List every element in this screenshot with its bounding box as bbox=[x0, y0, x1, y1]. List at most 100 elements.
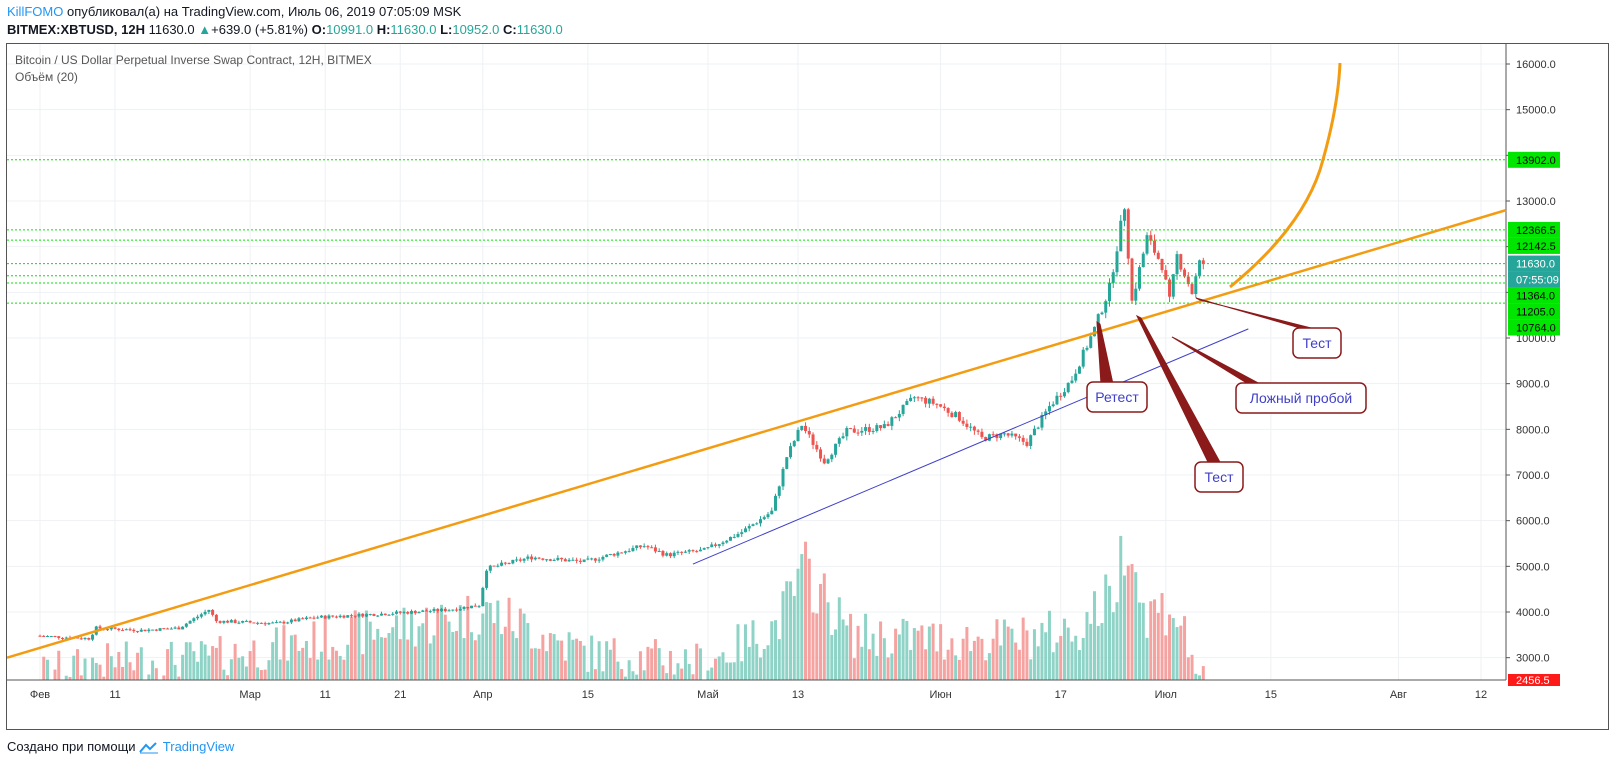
price-axis: 3000.0 4000.0 5000.0 6000.0 7000.0 8000.0 9000… bbox=[1505, 44, 1560, 687]
volume-bar bbox=[800, 554, 804, 680]
candle bbox=[1145, 232, 1149, 256]
volume-bar bbox=[556, 640, 560, 680]
candle-body bbox=[683, 551, 687, 553]
volume-last-label: 2456.5 bbox=[1508, 674, 1560, 687]
candle-body bbox=[725, 540, 729, 543]
candle bbox=[49, 635, 53, 638]
candle bbox=[274, 620, 278, 624]
candle-body bbox=[770, 510, 774, 515]
volume-bar bbox=[455, 630, 459, 680]
volume-bar bbox=[668, 650, 672, 680]
volume-bar bbox=[1141, 602, 1145, 680]
candle bbox=[571, 557, 575, 561]
volume-bar bbox=[916, 630, 920, 680]
volume-bar bbox=[199, 641, 203, 680]
candle bbox=[1138, 265, 1142, 291]
candle bbox=[470, 605, 474, 609]
candle bbox=[353, 615, 357, 619]
volume-bar bbox=[229, 659, 233, 680]
candle-body bbox=[252, 622, 256, 624]
volume-bar bbox=[920, 625, 924, 680]
candle bbox=[732, 533, 736, 539]
candle-body bbox=[860, 430, 864, 433]
candle-body bbox=[706, 547, 710, 549]
volume-bar bbox=[826, 602, 830, 680]
price-tick-label: 9000.0 bbox=[1516, 379, 1550, 391]
candle-body bbox=[751, 524, 755, 526]
candle-body bbox=[811, 434, 815, 445]
candle bbox=[293, 618, 297, 622]
candle bbox=[897, 410, 901, 422]
candle-body bbox=[635, 545, 639, 549]
candle-body bbox=[620, 552, 624, 554]
candle-body bbox=[334, 616, 338, 618]
candle bbox=[316, 615, 320, 619]
volume-last-label-text: 2456.5 bbox=[1516, 675, 1550, 687]
candle-body bbox=[920, 397, 924, 399]
candle bbox=[425, 609, 429, 612]
candle bbox=[1074, 369, 1078, 383]
candle bbox=[379, 611, 383, 616]
volume-bar bbox=[458, 605, 462, 680]
candle bbox=[136, 630, 140, 634]
candle-body bbox=[443, 608, 447, 612]
open-label: O: bbox=[311, 22, 327, 37]
volume-bar bbox=[342, 659, 346, 680]
volume-bar bbox=[57, 650, 61, 680]
volume-bar bbox=[777, 639, 781, 680]
candle-body bbox=[455, 609, 459, 611]
candle-body bbox=[143, 629, 147, 632]
candle-body bbox=[368, 614, 372, 616]
candle bbox=[177, 625, 181, 630]
volume-bar bbox=[713, 658, 717, 680]
candle-body bbox=[972, 426, 976, 431]
volume-bar bbox=[267, 660, 271, 680]
candle-body bbox=[987, 434, 991, 441]
volume-bar bbox=[421, 623, 425, 680]
volume-bar bbox=[1017, 649, 1021, 680]
candle bbox=[128, 627, 132, 632]
time-tick-label: 11 bbox=[319, 689, 330, 701]
candle-body bbox=[1047, 406, 1051, 412]
candle-body bbox=[796, 430, 800, 442]
volume-bar bbox=[68, 677, 72, 680]
price-level-label-text: 07:55:09 bbox=[1516, 275, 1559, 287]
candle bbox=[282, 620, 286, 625]
candle bbox=[256, 621, 260, 626]
candle bbox=[432, 607, 436, 614]
volume-bar bbox=[248, 651, 252, 680]
volume-bar bbox=[113, 667, 117, 680]
candle bbox=[1032, 425, 1036, 436]
candle bbox=[1175, 250, 1179, 280]
candle bbox=[939, 404, 943, 408]
volume-bar bbox=[42, 656, 46, 680]
price-chart[interactable]: 3000.0 4000.0 5000.0 6000.0 7000.0 8000.0 9000… bbox=[0, 0, 1615, 735]
candle-body bbox=[511, 559, 515, 564]
tradingview-link[interactable]: TradingView bbox=[162, 739, 235, 754]
author-link[interactable]: KillFOMO bbox=[7, 4, 64, 19]
candle bbox=[879, 425, 883, 431]
candle bbox=[683, 550, 687, 554]
candle bbox=[642, 543, 646, 548]
volume-bar bbox=[728, 662, 732, 680]
volume-bar bbox=[976, 636, 980, 680]
candle bbox=[575, 557, 579, 564]
candle bbox=[811, 432, 815, 450]
candle bbox=[147, 628, 151, 633]
candle-body bbox=[394, 611, 398, 614]
candle-body bbox=[597, 559, 601, 561]
candle bbox=[972, 425, 976, 435]
candle-body bbox=[267, 623, 271, 625]
volume-bar bbox=[849, 613, 853, 680]
candle bbox=[139, 628, 143, 633]
candle-body bbox=[616, 552, 620, 556]
volume-bar bbox=[203, 644, 207, 680]
candle-body bbox=[980, 431, 984, 438]
candle bbox=[1115, 246, 1119, 277]
candle-body bbox=[349, 615, 353, 617]
candle-body bbox=[515, 559, 519, 561]
time-tick-label: Фев bbox=[30, 689, 50, 701]
candle bbox=[586, 555, 590, 561]
price-level-label-bg bbox=[1508, 319, 1560, 336]
candle bbox=[841, 432, 845, 440]
